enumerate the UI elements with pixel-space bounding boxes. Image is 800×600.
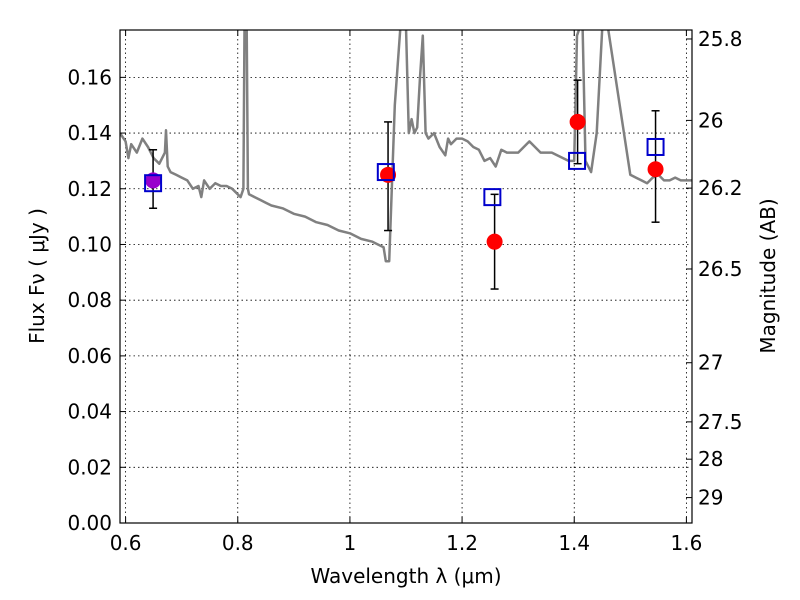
observed-point bbox=[647, 161, 664, 178]
y-tick-label: 0.14 bbox=[67, 121, 112, 145]
y2-tick-label: 27.5 bbox=[698, 410, 743, 434]
model-photometry-point bbox=[483, 188, 502, 207]
x-tick-label: 1.2 bbox=[446, 531, 478, 555]
x-tick-labels: 0.6 0.8 1 1.2 1.4 1.6 bbox=[110, 531, 703, 555]
error-bars bbox=[149, 79, 660, 290]
y2-tick-label: 26 bbox=[698, 108, 723, 132]
model-spectrum bbox=[120, 30, 692, 263]
y-tick-label: 0.02 bbox=[67, 455, 112, 479]
y-tick-label: 0.00 bbox=[67, 511, 112, 535]
model-photometry-points bbox=[144, 137, 665, 207]
observed-point bbox=[486, 233, 503, 250]
observed-point bbox=[569, 113, 586, 130]
x-axis-label: Wavelength λ (μm) bbox=[310, 564, 501, 588]
x-tick-label: 1.6 bbox=[670, 531, 702, 555]
model-photometry-point bbox=[376, 163, 395, 182]
x-tick-label: 0.6 bbox=[110, 531, 142, 555]
observed-points bbox=[145, 113, 664, 250]
axis-ticks bbox=[120, 30, 692, 524]
y-tick-label: 0.08 bbox=[67, 288, 112, 312]
y-tick-label: 0.12 bbox=[67, 177, 112, 201]
x-tick-label: 0.8 bbox=[222, 531, 254, 555]
y-tick-label: 0.16 bbox=[67, 65, 112, 89]
model-spectrum-line bbox=[120, 30, 692, 263]
y2-tick-label: 28 bbox=[698, 447, 723, 471]
y2-tick-label: 25.8 bbox=[698, 27, 743, 51]
y2-tick-label: 29 bbox=[698, 486, 723, 510]
plot-frame bbox=[119, 29, 693, 524]
model-photometry-point bbox=[144, 174, 163, 193]
observed-point bbox=[380, 166, 397, 183]
y2-tick-label: 26.5 bbox=[698, 257, 743, 281]
y-tick-label: 0.10 bbox=[67, 232, 112, 256]
y-tick-labels: 0.00 0.02 0.04 0.06 0.08 0.10 0.12 0.14 0.16 bbox=[67, 65, 112, 535]
y2-tick-label: 27 bbox=[698, 351, 723, 375]
y2-tick-labels: 25.8 26 26.2 26.5 27 27.5 28 29 bbox=[698, 27, 743, 510]
y-tick-label: 0.06 bbox=[67, 344, 112, 368]
y-axis-label: Flux Fν ( μJy ) bbox=[25, 208, 49, 344]
y2-tick-label: 26.2 bbox=[698, 176, 743, 200]
x-tick-label: 1 bbox=[344, 531, 357, 555]
x-tick-label: 1.4 bbox=[558, 531, 590, 555]
model-photometry-point bbox=[646, 137, 665, 156]
y2-axis-label: Magnitude (AB) bbox=[756, 198, 780, 353]
y-tick-label: 0.04 bbox=[67, 400, 112, 424]
grid bbox=[120, 30, 692, 524]
model-photometry-point bbox=[568, 151, 587, 170]
